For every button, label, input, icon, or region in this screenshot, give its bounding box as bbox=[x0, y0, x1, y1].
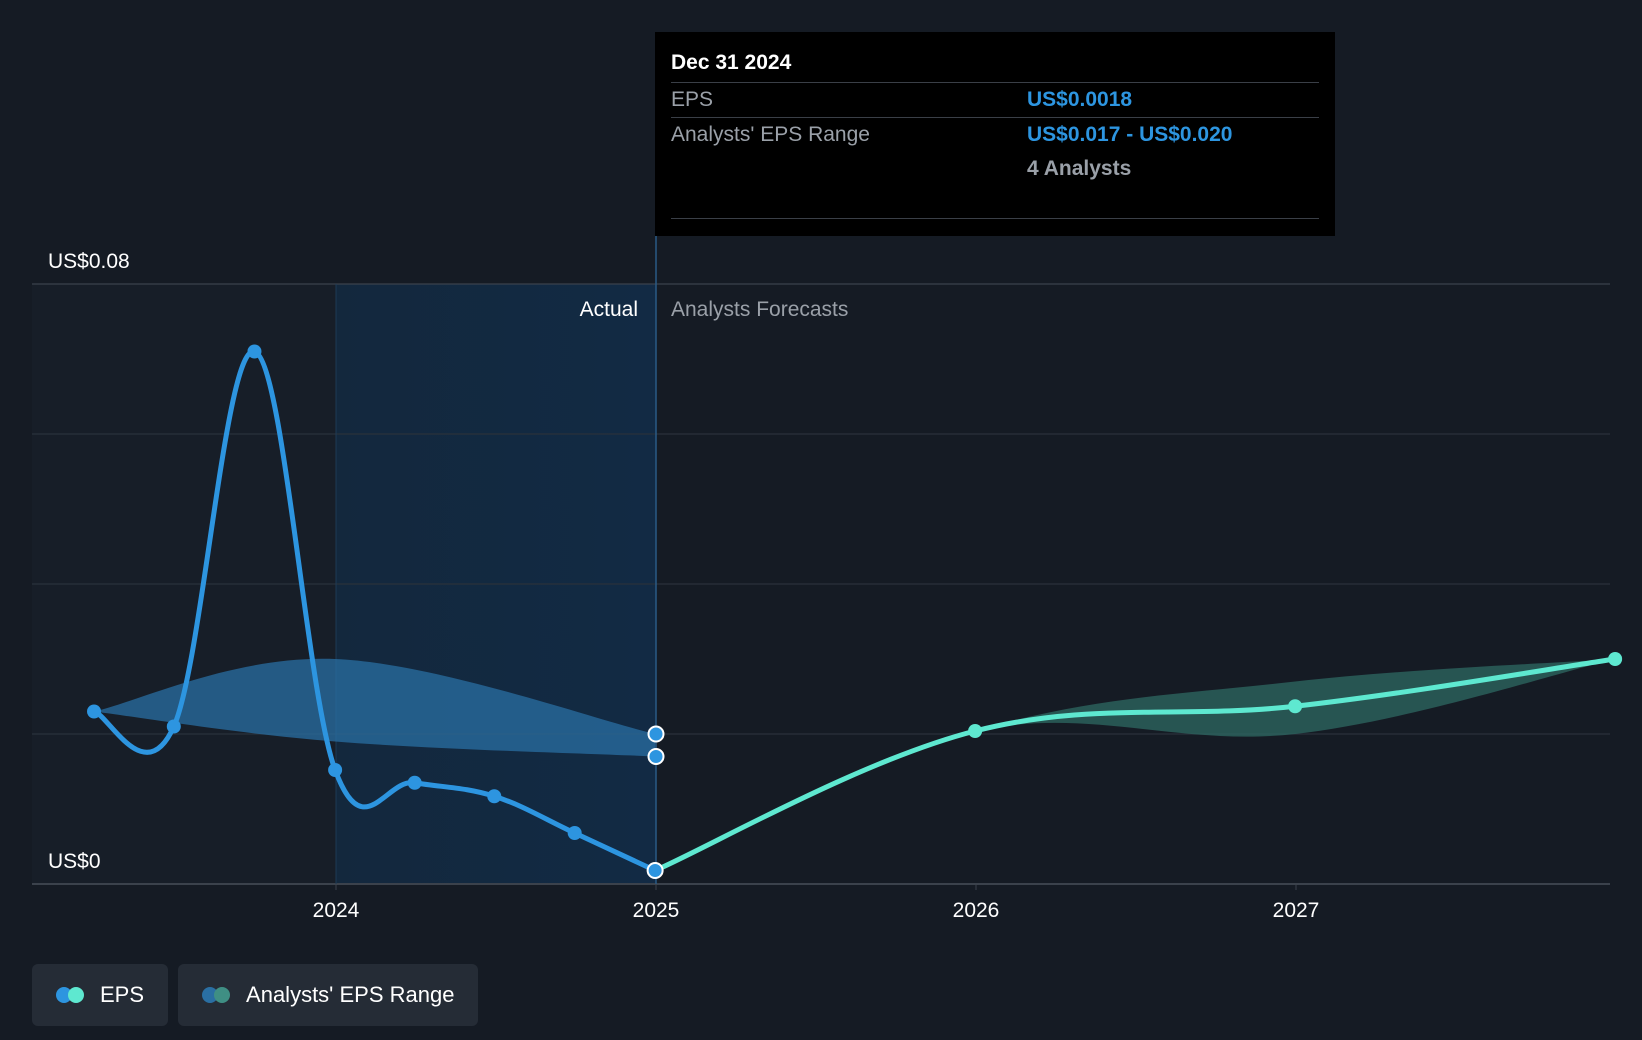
legend-range[interactable]: Analysts' EPS Range bbox=[178, 964, 479, 1026]
eps-points bbox=[87, 344, 1623, 879]
x-tick-label: 2025 bbox=[633, 899, 680, 922]
legend-eps[interactable]: EPS bbox=[32, 964, 169, 1026]
tooltip-range-value: US$0.017 - US$0.020 bbox=[1027, 123, 1233, 146]
tooltip-eps-label: EPS bbox=[671, 88, 714, 111]
forecast-eps-point bbox=[1608, 652, 1623, 666]
tooltip-eps-row: EPS US$0.0018 bbox=[671, 83, 1319, 118]
tooltip: Dec 31 2024 EPS US$0.0018 Analysts' EPS … bbox=[655, 32, 1335, 236]
eps-legend-icon bbox=[56, 987, 86, 1003]
tooltip-eps-value: US$0.0018 bbox=[1027, 88, 1133, 111]
legend: EPS Analysts' EPS Range bbox=[32, 964, 479, 1026]
tooltip-divider bbox=[671, 218, 1319, 219]
tooltip-range-row: Analysts' EPS Range US$0.017 - US$0.020 bbox=[671, 118, 1319, 152]
tooltip-analysts: 4 Analysts bbox=[1027, 157, 1132, 180]
actual-eps-point bbox=[487, 789, 502, 804]
y-tick-label-top: US$0.08 bbox=[48, 250, 130, 273]
actual-eps-point bbox=[247, 344, 262, 359]
eps-lines bbox=[91, 349, 1618, 873]
x-axis-ticks: 2024 2025 2026 2027 bbox=[313, 884, 1320, 922]
x-tick-label: 2026 bbox=[953, 899, 1000, 922]
forecast-eps-line bbox=[652, 656, 1618, 873]
actual-eps-point bbox=[328, 763, 343, 777]
actual-eps-line bbox=[91, 349, 658, 873]
grid-lines bbox=[32, 283, 1610, 885]
x-tick-label: 2024 bbox=[313, 899, 360, 922]
tooltip-range-label: Analysts' EPS Range bbox=[671, 123, 870, 146]
y-tick-label-bottom: US$0 bbox=[48, 850, 101, 873]
actual-eps-point bbox=[567, 826, 582, 840]
legend-range-label: Analysts' EPS Range bbox=[246, 982, 455, 1007]
actual-range-band bbox=[94, 658, 656, 757]
forecast-eps-point bbox=[1288, 699, 1303, 714]
tooltip-marker bbox=[647, 725, 665, 743]
tooltip-analysts-row: 4 Analysts bbox=[671, 152, 1319, 186]
actual-eps-point bbox=[407, 775, 422, 790]
forecast-eps-point bbox=[968, 724, 983, 738]
actual-eps-point bbox=[646, 862, 664, 879]
forecast-label: Analysts Forecasts bbox=[671, 298, 848, 321]
legend-eps-label: EPS bbox=[100, 982, 145, 1007]
tooltip-date: Dec 31 2024 bbox=[671, 32, 1319, 83]
x-tick-label: 2027 bbox=[1273, 899, 1320, 922]
actual-eps-point bbox=[87, 704, 102, 719]
range-legend-icon bbox=[202, 987, 232, 1003]
tooltip-marker bbox=[647, 748, 665, 765]
range-bands bbox=[94, 658, 1616, 871]
actual-label: Actual bbox=[580, 298, 638, 321]
actual-eps-point bbox=[166, 719, 181, 734]
forecast-range-band bbox=[655, 659, 1616, 871]
